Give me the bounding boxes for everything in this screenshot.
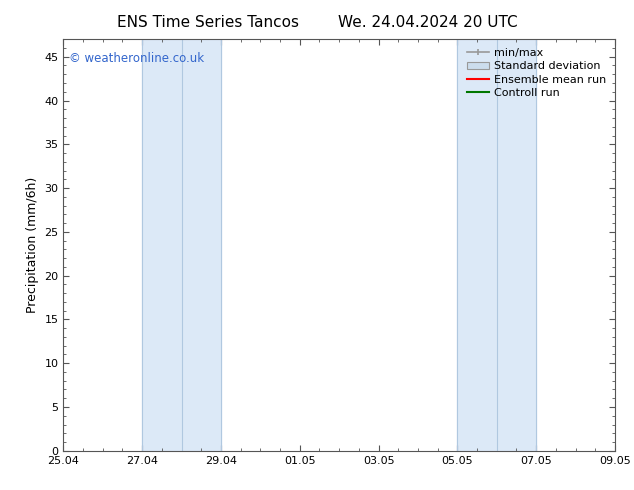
Text: © weatheronline.co.uk: © weatheronline.co.uk — [69, 51, 204, 65]
Text: ENS Time Series Tancos        We. 24.04.2024 20 UTC: ENS Time Series Tancos We. 24.04.2024 20… — [117, 15, 517, 30]
Legend: min/max, Standard deviation, Ensemble mean run, Controll run: min/max, Standard deviation, Ensemble me… — [464, 45, 609, 101]
Bar — [457, 39, 536, 451]
Y-axis label: Precipitation (mm/6h): Precipitation (mm/6h) — [26, 177, 39, 313]
Bar — [142, 39, 221, 451]
